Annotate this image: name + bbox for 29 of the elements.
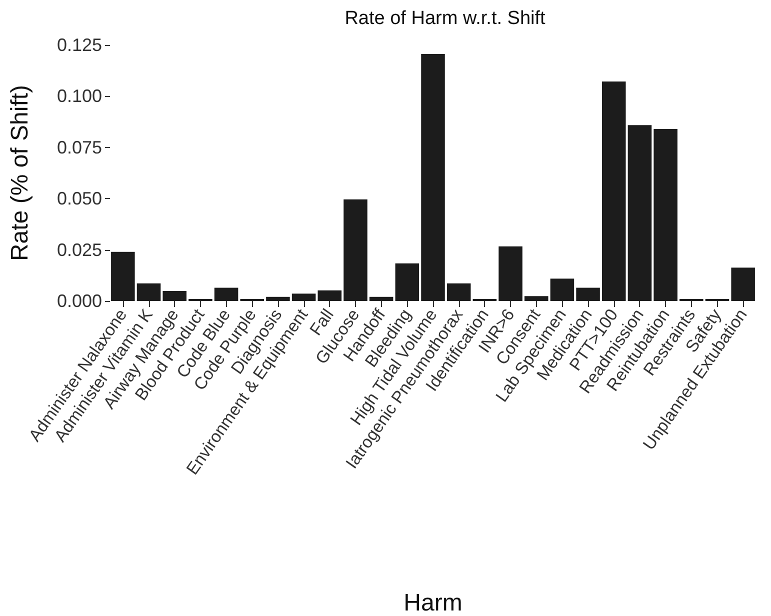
bar — [446, 283, 471, 301]
bar — [498, 246, 522, 301]
y-tick-label: 0.100 — [56, 86, 102, 106]
bar — [214, 288, 238, 301]
y-tick-label: 0.000 — [56, 291, 102, 311]
bar — [550, 278, 574, 301]
bar — [136, 283, 161, 301]
y-tick-label: 0.025 — [56, 240, 102, 260]
bar — [266, 296, 290, 301]
bar — [731, 268, 755, 301]
bar — [369, 296, 394, 301]
bar — [628, 125, 652, 301]
chart-title: Rate of Harm w.r.t. Shift — [344, 8, 546, 29]
bar — [654, 128, 678, 301]
bar — [524, 296, 548, 301]
bar — [111, 252, 135, 301]
bar — [162, 290, 186, 301]
bar — [395, 263, 420, 301]
bar — [344, 199, 368, 301]
y-tick-label: 0.050 — [56, 188, 102, 209]
x-axis-title: Harm — [404, 590, 462, 616]
y-tick-label: 0.075 — [56, 137, 102, 158]
bar — [576, 288, 600, 301]
y-tick-label: 0.125 — [56, 35, 102, 55]
y-axis-title: Rate (% of Shift) — [6, 84, 34, 262]
bar — [318, 290, 342, 301]
bar — [292, 294, 316, 301]
bar — [602, 81, 626, 301]
bar — [421, 54, 445, 301]
